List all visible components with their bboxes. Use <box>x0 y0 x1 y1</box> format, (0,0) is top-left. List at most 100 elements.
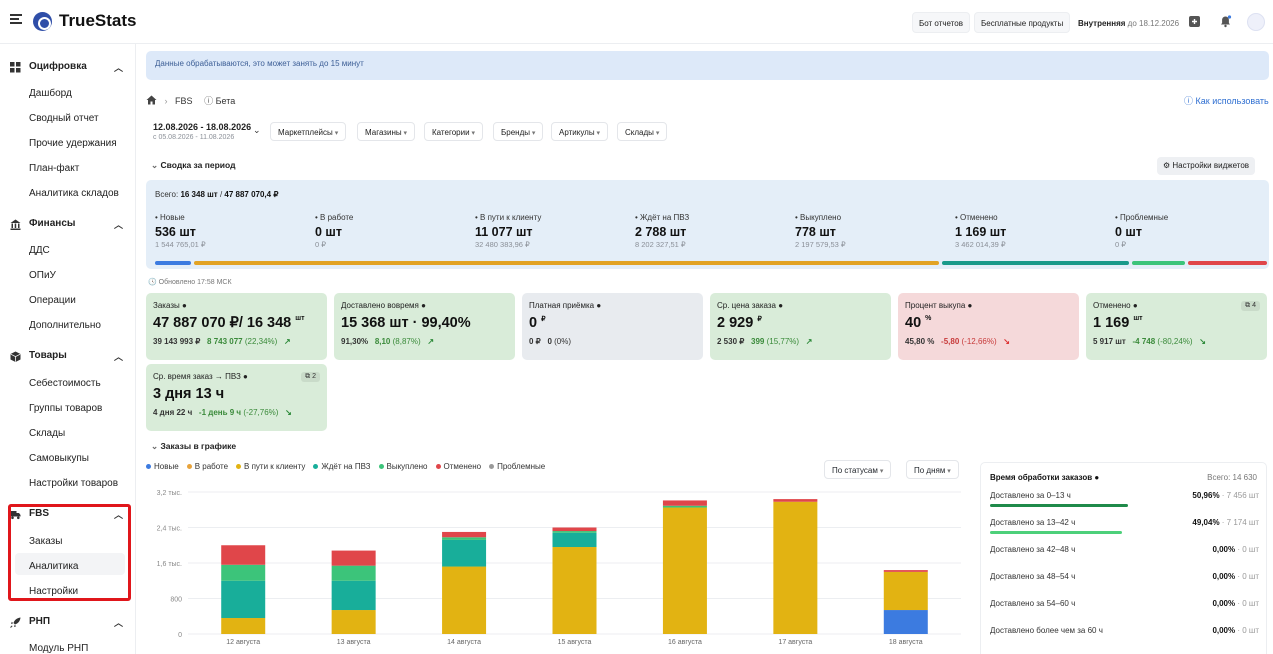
sidebar-item-product-settings[interactable]: Настройки товаров <box>29 478 119 489</box>
widget-settings-button[interactable]: ⚙ Настройки виджетов <box>1157 157 1256 175</box>
bar-segment[interactable] <box>552 527 597 532</box>
legend-item[interactable]: В работе <box>186 462 228 471</box>
info-icon[interactable]: ● <box>421 301 426 310</box>
chevron-up-icon[interactable]: ︿ <box>114 220 124 230</box>
filter-articles[interactable]: Артикулы <box>551 122 609 141</box>
sidebar-item-plan-fact[interactable]: План-факт <box>29 163 80 174</box>
bar-segment[interactable] <box>221 618 266 634</box>
sidebar-item-opiu[interactable]: ОПиУ <box>29 270 56 281</box>
info-icon[interactable]: ● <box>778 301 784 310</box>
sidebar-item-warehouse-analytics[interactable]: Аналитика складов <box>29 188 119 199</box>
bar-segment[interactable] <box>331 550 376 566</box>
filter-stores[interactable]: Магазины <box>357 122 416 141</box>
sidebar-item-product-groups[interactable]: Группы товаров <box>29 403 103 414</box>
info-icon[interactable]: ● <box>243 372 248 381</box>
sidebar-item-dds[interactable]: ДДС <box>29 245 50 256</box>
bar-segment[interactable] <box>662 507 707 634</box>
bar-segment[interactable] <box>773 499 818 502</box>
bot-reports-button[interactable]: Бот отчетов <box>912 12 970 33</box>
home-icon[interactable] <box>146 95 157 105</box>
sidebar-item-dashboard[interactable]: Дашборд <box>29 88 72 99</box>
filter-categories[interactable]: Категории <box>424 122 484 141</box>
date-range-picker[interactable]: 12.08.2026 - 18.08.2026 с 05.08.2026 - 1… <box>153 122 251 141</box>
stat-label: Отменено <box>955 213 1105 222</box>
how-to-use-link[interactable]: ⓘ Как использовать <box>1184 94 1269 107</box>
chevron-up-icon[interactable]: ︿ <box>114 352 124 362</box>
bar-segment[interactable] <box>442 537 487 540</box>
bar-segment[interactable] <box>221 545 266 565</box>
group-by-days-select[interactable]: По дням <box>906 460 959 479</box>
bar-segment[interactable] <box>442 531 487 538</box>
info-icon[interactable]: ● <box>596 301 602 310</box>
legend-item[interactable]: Проблемные <box>489 462 545 471</box>
bar-segment[interactable] <box>552 531 597 533</box>
legend-item[interactable]: Выкуплено <box>378 462 428 471</box>
filter-brands[interactable]: Бренды <box>493 122 544 141</box>
bar-segment[interactable] <box>552 547 597 634</box>
legend-item[interactable]: Новые <box>146 462 179 471</box>
free-products-button[interactable]: Бесплатные продукты <box>974 12 1071 33</box>
bar-segment[interactable] <box>662 500 707 506</box>
info-icon[interactable]: ● <box>1132 301 1138 310</box>
plan-button[interactable]: Внутренняя до 18.12.2026 <box>1071 12 1187 33</box>
menu-icon[interactable] <box>10 14 22 24</box>
sidebar-item-operations[interactable]: Операции <box>29 295 76 306</box>
card-badge-count: 4 <box>1252 302 1256 309</box>
card-prev: 4 дня 22 ч <box>153 408 193 417</box>
processing-row-bar <box>990 504 1128 507</box>
legend-item[interactable]: В пути к клиенту <box>236 462 305 471</box>
card-value-unit: ₽ <box>541 316 546 323</box>
add-document-icon[interactable] <box>1188 15 1201 28</box>
bar-segment[interactable] <box>221 580 266 619</box>
trend-down-icon: ↘ <box>1003 337 1010 346</box>
bar-segment[interactable] <box>442 566 487 634</box>
bar-segment[interactable] <box>883 610 928 634</box>
bar-segment[interactable] <box>331 565 376 581</box>
bar-segment[interactable] <box>883 570 928 572</box>
user-avatar[interactable] <box>1247 13 1265 31</box>
bar-segment[interactable] <box>442 539 487 567</box>
processing-time-panel: Время обработки заказов ● Всего: 14 630 … <box>980 462 1267 654</box>
chart-section-toggle[interactable]: Заказы в графике <box>151 441 236 452</box>
summary-panel: Всего: 16 348 шт / 47 887 070,4 ₽ Новые … <box>146 180 1269 269</box>
bar-segment[interactable] <box>552 532 597 548</box>
bar-segment[interactable] <box>883 571 928 611</box>
breadcrumb-fbs[interactable]: FBS <box>175 96 193 106</box>
card-badge[interactable]: ⧉ 4 <box>1241 301 1260 311</box>
card-sub: 91,30% 8,10 (8,87%) ↗ <box>341 337 508 346</box>
legend-item[interactable]: Ждёт на ПВЗ <box>313 462 371 471</box>
bar-segment[interactable] <box>331 580 376 611</box>
card-badge[interactable]: ⧉ 2 <box>301 372 320 382</box>
chevron-up-icon[interactable]: ︿ <box>114 618 124 628</box>
bar-segment[interactable] <box>331 610 376 634</box>
chevron-up-icon[interactable]: ︿ <box>114 510 124 520</box>
sidebar-item-cost-price[interactable]: Себестоимость <box>29 378 101 389</box>
sidebar-item-fbs-settings[interactable]: Настройки <box>29 586 79 597</box>
chevron-down-icon[interactable]: ⌄ <box>253 125 261 135</box>
filter-marketplaces[interactable]: Маркетплейсы <box>270 122 347 141</box>
sidebar-item-rnp-module[interactable]: Модуль РНП <box>29 643 89 654</box>
legend-item[interactable]: Отменено <box>435 462 481 471</box>
processing-row: Доставлено за 42–48 ч 0,00% · 0 шт <box>990 545 1259 554</box>
sidebar-item-fbs-analytics[interactable]: Аналитика <box>29 561 79 572</box>
filter-warehouses[interactable]: Склады <box>617 122 668 141</box>
sidebar-item-other-deductions[interactable]: Прочие удержания <box>29 138 117 149</box>
bar-segment[interactable] <box>662 505 707 508</box>
bar-segment[interactable] <box>773 501 818 634</box>
chevron-up-icon[interactable]: ︿ <box>114 63 124 73</box>
y-tick-label: 3,2 тыс. <box>157 490 182 497</box>
info-icon[interactable]: ● <box>181 301 187 310</box>
sidebar-item-summary-report[interactable]: Сводный отчет <box>29 113 99 124</box>
group-by-status-select[interactable]: По статусам <box>824 460 892 479</box>
bell-icon[interactable] <box>1219 15 1232 28</box>
sidebar-item-additional[interactable]: Дополнительно <box>29 320 101 331</box>
bar-segment[interactable] <box>221 564 266 581</box>
card-value-text: 1 169 <box>1093 315 1130 331</box>
info-icon[interactable]: ● <box>967 301 973 310</box>
summary-section-toggle[interactable]: Сводка за период <box>151 160 235 171</box>
info-icon[interactable]: ● <box>1094 473 1100 482</box>
trend-up-icon: ↗ <box>284 337 291 346</box>
sidebar-item-warehouses[interactable]: Склады <box>29 428 66 439</box>
sidebar-item-self-purchases[interactable]: Самовыкупы <box>29 453 89 464</box>
sidebar-item-fbs-orders[interactable]: Заказы <box>29 536 63 547</box>
